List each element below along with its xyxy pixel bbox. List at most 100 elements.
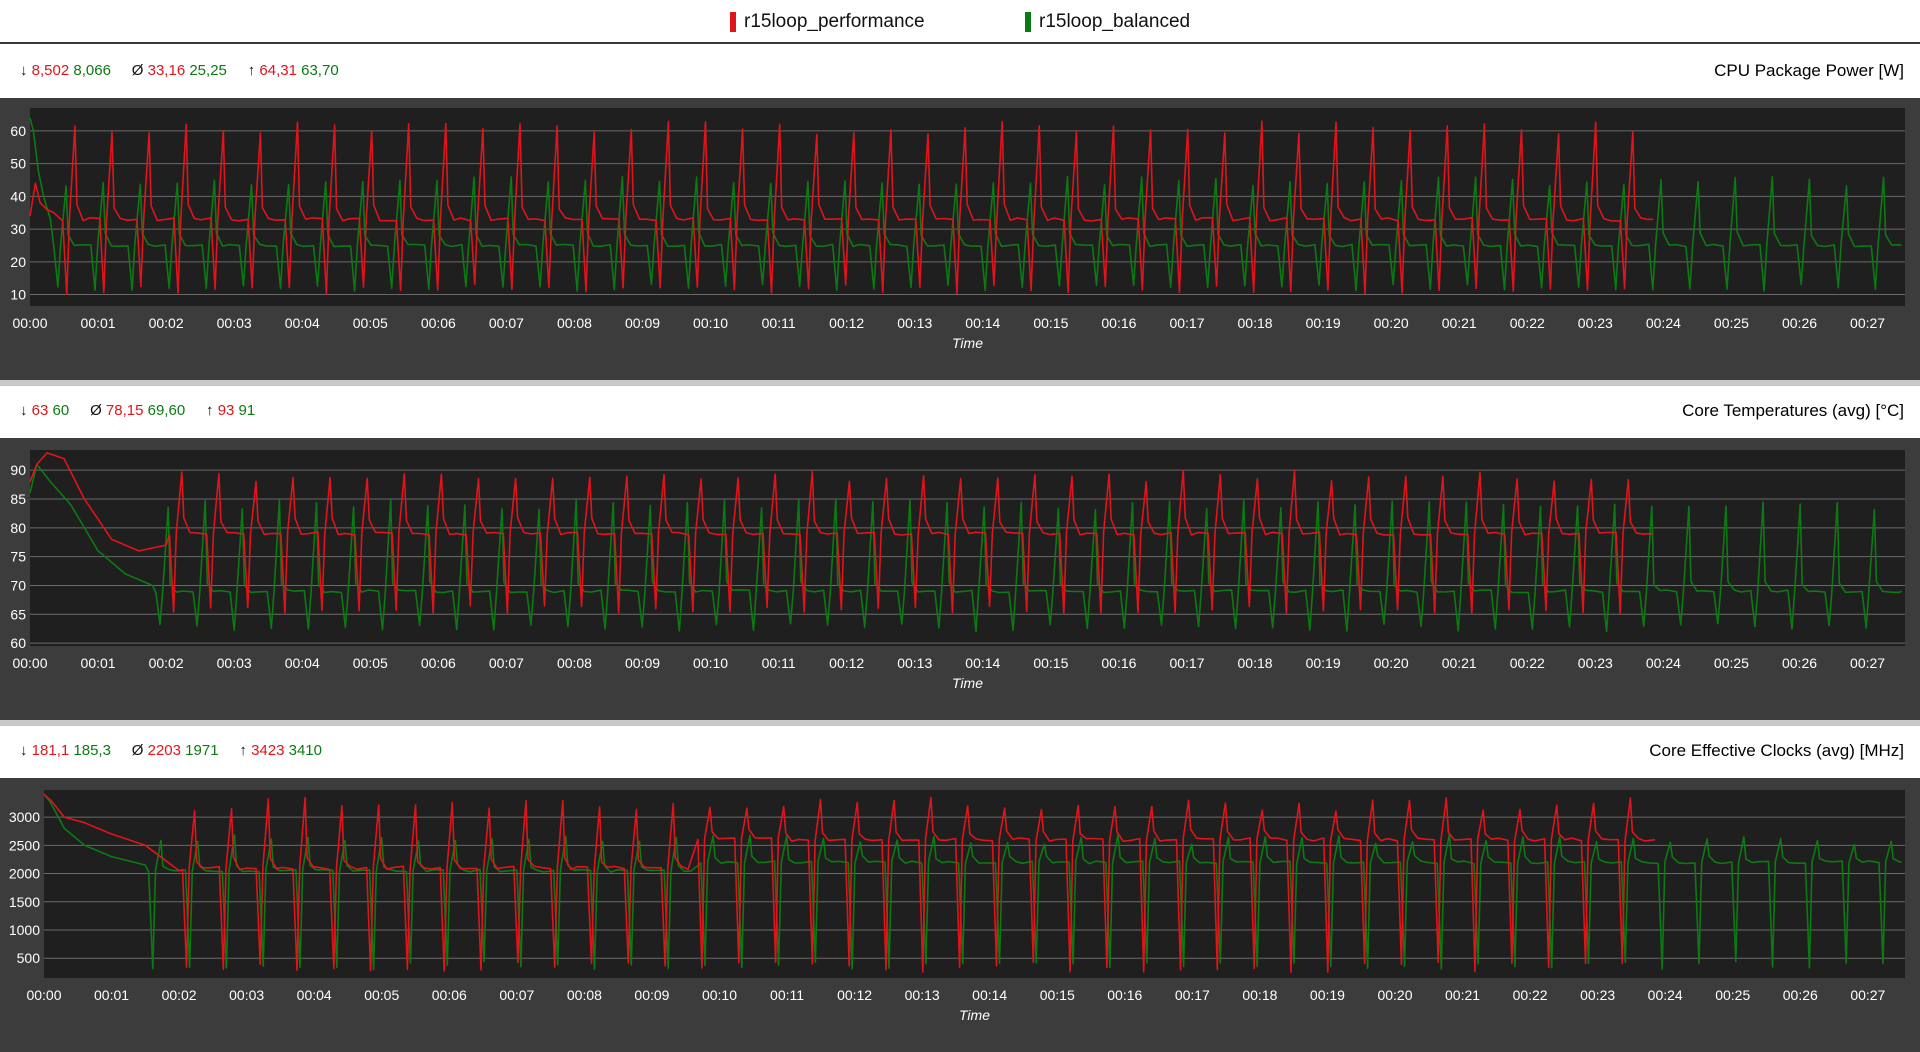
x-tick-label: 00:27 (1850, 987, 1885, 1003)
stat-max-balanced: 63,70 (301, 62, 339, 79)
x-tick-label: 00:11 (770, 987, 804, 1003)
max-arrow-icon: ↑ (247, 62, 260, 79)
x-tick-label: 00:00 (26, 987, 61, 1003)
chart-svg-temperature[interactable]: 60 65 70 75 80 85 90 00:00 00:01 00:02 00:03 00:04 0… (0, 438, 1920, 720)
panel-cpu-package-power: ↓ 8,502 8,066 Ø 33,16 25,25 ↑ 64,31 63,7… (0, 46, 1920, 380)
legend-item-performance[interactable]: r15loop_performance (730, 10, 925, 34)
chart-svg-clocks[interactable]: 500 1000 1500 2000 2500 3000 00:00 00:01 00:02 00… (0, 778, 1920, 1052)
stat-min-balanced: 8,066 (73, 62, 111, 79)
x-tick-label: 00:25 (1714, 655, 1749, 671)
stat-min-balanced: 60 (52, 402, 70, 419)
y-tick-label: 20 (10, 254, 26, 270)
x-tick-label: 00:06 (421, 315, 456, 331)
chart-area: 10 20 30 40 50 60 00:00 00:01 00:02 00:03 00:04 00:… (0, 98, 1920, 380)
x-tick-label: 00:16 (1107, 987, 1142, 1003)
x-tick-label: 00:05 (353, 655, 388, 671)
x-axis-label: Time (952, 675, 983, 691)
stat-avg-balanced: 25,25 (189, 62, 227, 79)
x-tick-label: 00:27 (1850, 315, 1885, 331)
stat-max-performance: 3423 (251, 742, 285, 759)
stat-avg-performance: 2203 (147, 742, 181, 759)
avg-symbol-icon: Ø (90, 402, 106, 419)
chart-area: 500 1000 1500 2000 2500 3000 00:00 00:01 00:02 00… (0, 778, 1920, 1052)
legend-item-balanced[interactable]: r15loop_balanced (1025, 10, 1190, 34)
x-tick-label: 00:12 (829, 655, 864, 671)
x-tick-label: 00:19 (1310, 987, 1345, 1003)
stat-min-balanced: 185,3 (73, 742, 111, 759)
x-axis-label: Time (959, 1007, 990, 1023)
x-tick-label: 00:25 (1714, 315, 1749, 331)
x-tick-label: 00:14 (965, 315, 1000, 331)
stat-avg-performance: 78,15 (105, 402, 144, 419)
x-tick-label: 00:15 (1033, 655, 1068, 671)
x-tick-label: 00:02 (149, 315, 184, 331)
y-tick-label: 60 (10, 123, 26, 139)
min-arrow-icon: ↓ (20, 742, 32, 759)
y-tick-label: 30 (10, 221, 26, 237)
x-tick-label: 00:20 (1374, 315, 1409, 331)
x-tick-label: 00:04 (297, 987, 332, 1003)
stats-line: ↓ 8,502 8,066 Ø 33,16 25,25 ↑ 64,31 63,7… (20, 62, 339, 79)
x-tick-label: 00:11 (762, 315, 796, 331)
y-tick-label: 2500 (9, 837, 40, 853)
legend-label-balanced: r15loop_balanced (1039, 11, 1191, 32)
x-tick-label: 00:10 (693, 655, 728, 671)
x-tick-label: 00:18 (1238, 655, 1273, 671)
y-tick-label: 1500 (9, 894, 40, 910)
chart-svg-power[interactable]: 10 20 30 40 50 60 00:00 00:01 00:02 00:03 00:04 00:… (0, 98, 1920, 380)
panel-title: CPU Package Power [W] (1714, 61, 1904, 80)
stat-avg-balanced: 69,60 (147, 402, 186, 419)
series-line-balanced (43, 793, 1902, 971)
y-tick-label: 70 (10, 577, 26, 593)
x-tick-label: 00:15 (1040, 987, 1075, 1003)
max-arrow-icon: ↑ (239, 742, 252, 759)
x-tick-label: 00:00 (12, 315, 47, 331)
x-tick-label: 00:13 (897, 655, 932, 671)
x-tick-label: 00:16 (1101, 655, 1136, 671)
x-tick-label: 00:27 (1850, 655, 1885, 671)
panel-core-temperatures: ↓ 63 60 Ø 78,15 69,60 ↑ 93 91 Core Tempe… (0, 386, 1920, 720)
stats-line: ↓ 181,1 185,3 Ø 2203 1971 ↑ 3423 3410 (20, 742, 322, 759)
x-tick-label: 00:12 (837, 987, 872, 1003)
x-tick-label: 00:14 (972, 987, 1007, 1003)
x-tick-label: 00:05 (353, 315, 388, 331)
series-line-performance (29, 120, 1654, 295)
y-tick-label: 75 (10, 549, 26, 565)
x-tick-label: 00:26 (1782, 655, 1817, 671)
x-tick-label: 00:02 (149, 655, 184, 671)
x-tick-label: 00:01 (94, 987, 129, 1003)
stat-max-balanced: 91 (238, 402, 256, 419)
x-tick-label: 00:18 (1238, 315, 1273, 331)
x-tick-label: 00:20 (1374, 655, 1409, 671)
x-tick-label: 00:26 (1783, 987, 1818, 1003)
panel-title: Core Temperatures (avg) [°C] (1682, 401, 1904, 420)
stat-min-performance: 63 (31, 402, 49, 419)
stat-max-performance: 93 (217, 402, 235, 419)
y-tick-label: 3000 (9, 809, 40, 825)
y-tick-label: 60 (10, 635, 26, 651)
series-line-balanced (29, 463, 1902, 633)
y-tick-label: 50 (10, 156, 26, 172)
y-tick-label: 40 (10, 188, 26, 204)
x-tick-label: 00:21 (1442, 655, 1477, 671)
avg-symbol-icon: Ø (131, 742, 148, 759)
x-tick-label: 00:01 (81, 655, 116, 671)
series-line-performance (43, 793, 1656, 973)
y-tick-label: 85 (10, 491, 26, 507)
x-tick-label: 00:17 (1169, 655, 1204, 671)
x-tick-label: 00:07 (499, 987, 534, 1003)
x-tick-label: 00:04 (285, 655, 320, 671)
x-tick-label: 00:20 (1377, 987, 1412, 1003)
x-tick-label: 00:17 (1175, 987, 1210, 1003)
y-tick-label: 2000 (9, 866, 40, 882)
panel-core-clocks: ↓ 181,1 185,3 Ø 2203 1971 ↑ 3423 3410 Co… (0, 726, 1920, 1052)
x-tick-label: 00:24 (1646, 315, 1681, 331)
y-tick-label: 10 (10, 287, 26, 303)
x-tick-label: 00:07 (489, 315, 524, 331)
series-line-performance (29, 452, 1654, 615)
x-tick-label: 00:18 (1242, 987, 1277, 1003)
x-tick-label: 00:25 (1715, 987, 1750, 1003)
x-tick-label: 00:05 (364, 987, 399, 1003)
y-tick-label: 1000 (9, 922, 40, 938)
